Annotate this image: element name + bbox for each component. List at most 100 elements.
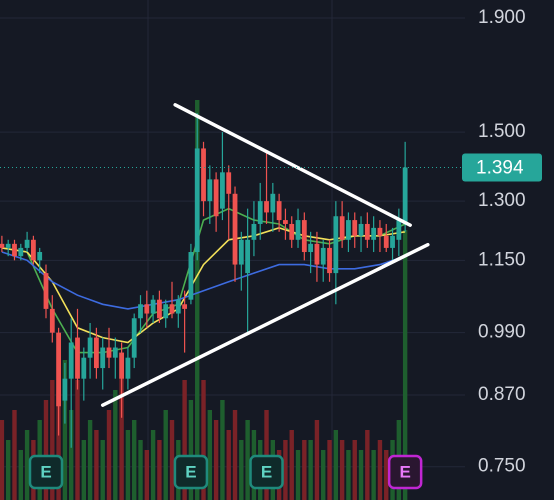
candle-body xyxy=(339,216,345,240)
volume-bar xyxy=(283,440,288,500)
candle-body xyxy=(37,252,43,261)
candle-body xyxy=(43,273,49,309)
candle-body xyxy=(213,179,219,217)
candle-body xyxy=(24,239,30,248)
volume-bar xyxy=(138,440,143,500)
volume-bar xyxy=(232,410,238,500)
volume-bar xyxy=(18,450,23,500)
earnings-box xyxy=(173,454,209,490)
candle-body xyxy=(56,332,61,407)
candle-body xyxy=(12,243,17,257)
volume-bar xyxy=(62,360,68,500)
volume-bar xyxy=(150,430,156,500)
y-tick-label: 1.900 xyxy=(478,7,526,28)
candle-body xyxy=(358,223,364,236)
candle-body xyxy=(264,201,269,213)
candle-body xyxy=(201,148,206,202)
volume-bar xyxy=(213,420,219,500)
candle-body xyxy=(220,172,225,209)
candle-body xyxy=(87,337,93,358)
candle-body xyxy=(320,247,326,265)
volume-bar xyxy=(371,450,376,500)
trendline xyxy=(100,242,430,407)
candle-body xyxy=(175,299,181,314)
candle-body xyxy=(295,220,301,240)
volume-bar xyxy=(327,440,332,500)
candle-body xyxy=(0,243,5,248)
candle-body xyxy=(131,318,137,358)
candle-body xyxy=(270,193,276,213)
volume-bar xyxy=(43,400,49,500)
candle-body xyxy=(308,243,314,253)
volume-bar xyxy=(106,410,112,500)
trendline xyxy=(173,103,412,227)
candle-body xyxy=(257,201,263,224)
earnings-badge: E xyxy=(173,454,209,490)
candle-body xyxy=(352,220,358,236)
volume-bar xyxy=(226,430,231,500)
volume-bar xyxy=(358,450,364,500)
volume-bar xyxy=(169,420,175,500)
candle-body xyxy=(49,308,55,333)
volume-bar xyxy=(402,230,408,500)
earnings-box xyxy=(28,454,64,490)
volume-bar xyxy=(119,370,124,500)
candle-body xyxy=(346,220,351,240)
volume-bar xyxy=(5,440,11,500)
volume-bar xyxy=(132,420,137,500)
volume-bar xyxy=(0,420,5,500)
candle-body xyxy=(125,357,131,379)
volume-bar xyxy=(201,380,206,500)
earnings-label: E xyxy=(40,462,51,481)
volume-bar xyxy=(377,440,383,500)
volume-bar xyxy=(163,410,168,500)
y-tick-label: 1.500 xyxy=(478,121,526,142)
earnings-label: E xyxy=(185,462,196,481)
candle-body xyxy=(150,299,156,314)
candle-body xyxy=(62,378,68,401)
candle-body xyxy=(194,148,200,253)
volume-bar xyxy=(182,380,187,500)
candle-body xyxy=(377,227,383,236)
candle-body xyxy=(169,304,175,314)
volume-bar xyxy=(68,410,74,500)
volume-bar xyxy=(94,430,99,500)
volume-bar xyxy=(365,430,370,500)
candle-body xyxy=(226,172,232,194)
candle-body xyxy=(182,304,188,309)
volume-bar xyxy=(333,430,339,500)
volume-bar xyxy=(346,450,351,500)
volume-bar xyxy=(195,100,200,500)
volume-bar xyxy=(239,440,244,500)
candle-body xyxy=(383,235,389,248)
candle-body xyxy=(5,243,11,248)
volume-bar xyxy=(207,410,213,500)
y-tick-label: 0.870 xyxy=(478,384,526,405)
candle-body xyxy=(301,220,307,253)
candle-body xyxy=(18,247,24,257)
candle-body xyxy=(112,347,118,358)
volume-bar xyxy=(352,440,357,500)
volume-bar xyxy=(50,380,55,500)
candle-body xyxy=(402,167,408,224)
volume-bar xyxy=(314,420,320,500)
volume-bar xyxy=(144,450,150,500)
earnings-label: E xyxy=(261,462,272,481)
y-tick-label: 0.990 xyxy=(478,322,526,343)
candle-body xyxy=(238,239,244,265)
candle-body xyxy=(371,227,377,240)
earnings-box xyxy=(249,454,284,490)
volume-bar xyxy=(308,440,313,500)
volume-bar xyxy=(220,400,225,500)
earnings-box xyxy=(387,454,423,490)
volume-bar xyxy=(339,440,345,500)
candle-body xyxy=(94,337,99,369)
volume-bar xyxy=(302,440,307,500)
volume-bar xyxy=(12,410,17,500)
earnings-badge: E xyxy=(387,454,423,490)
candle-body xyxy=(207,179,213,202)
volume-bar xyxy=(321,450,326,500)
candle-body xyxy=(100,347,106,369)
candle-body xyxy=(276,201,282,221)
